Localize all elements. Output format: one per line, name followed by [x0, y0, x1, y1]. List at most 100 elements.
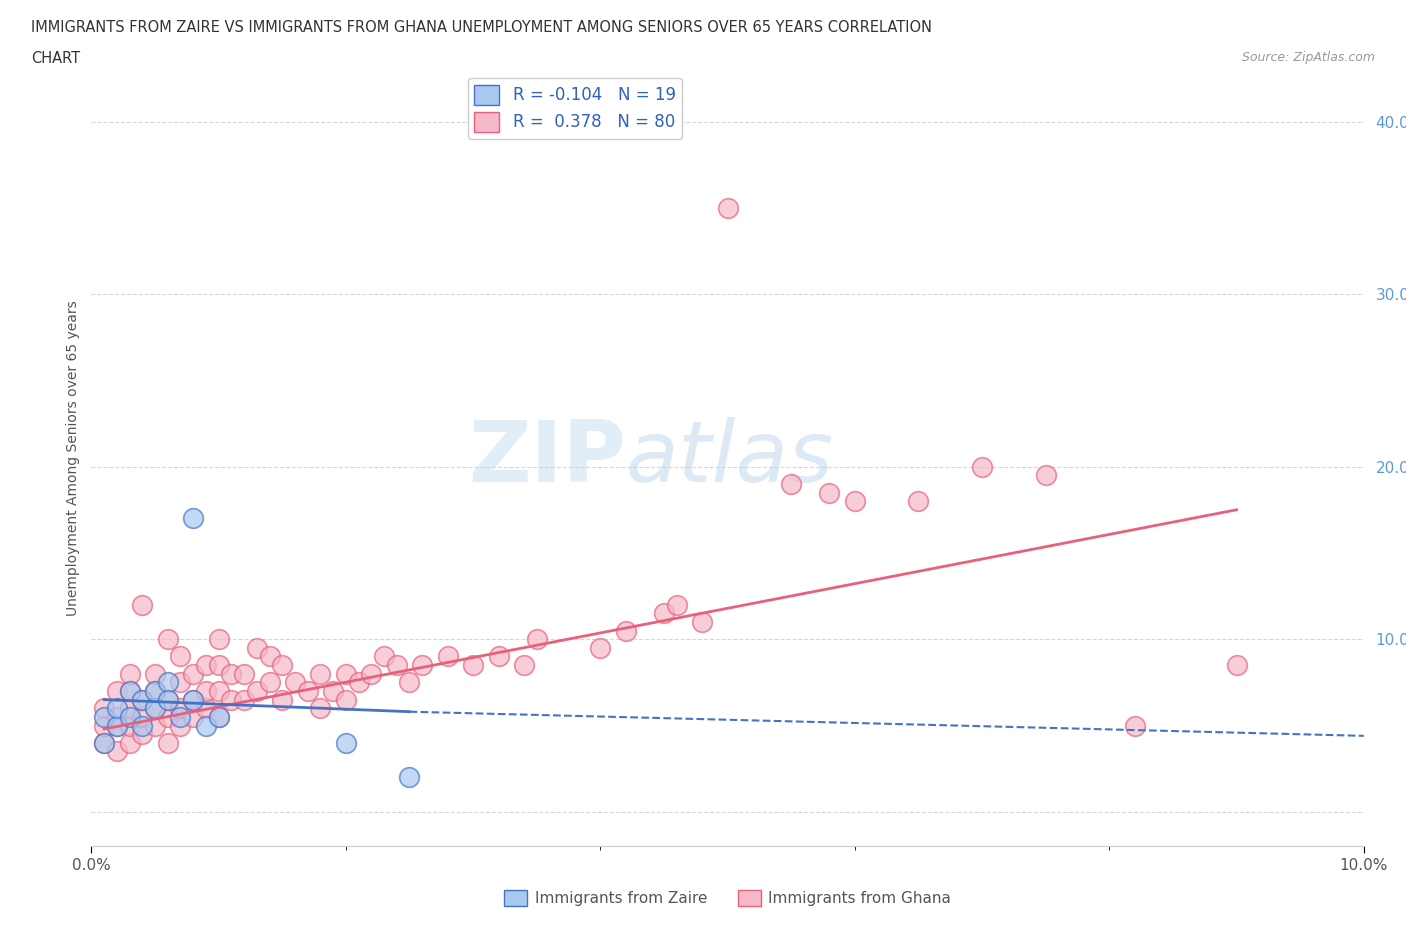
- Point: [118, 718, 141, 733]
- Point: [488, 649, 510, 664]
- Point: [156, 692, 179, 707]
- Point: [143, 701, 166, 716]
- Point: [93, 718, 115, 733]
- Point: [156, 736, 179, 751]
- Point: [105, 718, 128, 733]
- Point: [93, 710, 115, 724]
- Point: [1226, 658, 1249, 672]
- Point: [246, 684, 269, 698]
- Point: [373, 649, 395, 664]
- Point: [271, 658, 294, 672]
- Point: [818, 485, 841, 500]
- Point: [93, 736, 115, 751]
- Point: [131, 726, 153, 741]
- Point: [131, 692, 153, 707]
- Point: [105, 710, 128, 724]
- Point: [398, 675, 420, 690]
- Point: [143, 684, 166, 698]
- Point: [208, 658, 231, 672]
- Point: [208, 710, 231, 724]
- Point: [194, 718, 217, 733]
- Point: [169, 718, 191, 733]
- Point: [284, 675, 307, 690]
- Point: [194, 684, 217, 698]
- Point: [169, 710, 191, 724]
- Point: [169, 675, 191, 690]
- Point: [118, 710, 141, 724]
- Text: ZIP: ZIP: [468, 417, 626, 499]
- Point: [589, 641, 612, 656]
- Point: [194, 701, 217, 716]
- Point: [335, 692, 357, 707]
- Point: [347, 675, 370, 690]
- Point: [652, 606, 675, 621]
- Point: [118, 736, 141, 751]
- Point: [131, 718, 153, 733]
- Point: [309, 666, 332, 681]
- Point: [233, 692, 256, 707]
- Point: [194, 658, 217, 672]
- Point: [131, 692, 153, 707]
- Point: [143, 718, 166, 733]
- Point: [411, 658, 433, 672]
- Point: [233, 666, 256, 681]
- Point: [143, 701, 166, 716]
- Point: [1035, 468, 1057, 483]
- Point: [118, 701, 141, 716]
- Point: [360, 666, 382, 681]
- Text: CHART: CHART: [31, 51, 80, 66]
- Point: [717, 200, 740, 215]
- Point: [271, 692, 294, 707]
- Point: [208, 710, 231, 724]
- Point: [156, 675, 179, 690]
- Point: [208, 684, 231, 698]
- Point: [221, 692, 243, 707]
- Point: [181, 710, 204, 724]
- Point: [105, 718, 128, 733]
- Point: [156, 710, 179, 724]
- Point: [169, 701, 191, 716]
- Point: [461, 658, 484, 672]
- Point: [297, 684, 319, 698]
- Point: [335, 736, 357, 751]
- Point: [907, 494, 929, 509]
- Text: Source: ZipAtlas.com: Source: ZipAtlas.com: [1241, 51, 1375, 64]
- Point: [436, 649, 458, 664]
- Point: [105, 684, 128, 698]
- Text: atlas: atlas: [626, 417, 834, 499]
- Point: [131, 597, 153, 612]
- Legend: Immigrants from Zaire, Immigrants from Ghana: Immigrants from Zaire, Immigrants from G…: [498, 884, 957, 912]
- Point: [970, 459, 993, 474]
- Point: [169, 649, 191, 664]
- Point: [844, 494, 866, 509]
- Point: [526, 631, 548, 646]
- Point: [156, 631, 179, 646]
- Point: [398, 770, 420, 785]
- Point: [322, 684, 344, 698]
- Point: [181, 511, 204, 525]
- Point: [143, 666, 166, 681]
- Point: [93, 701, 115, 716]
- Point: [221, 666, 243, 681]
- Point: [181, 692, 204, 707]
- Point: [513, 658, 536, 672]
- Point: [181, 666, 204, 681]
- Y-axis label: Unemployment Among Seniors over 65 years: Unemployment Among Seniors over 65 years: [66, 300, 80, 616]
- Point: [143, 684, 166, 698]
- Point: [181, 692, 204, 707]
- Point: [105, 701, 128, 716]
- Point: [93, 736, 115, 751]
- Point: [259, 675, 281, 690]
- Text: IMMIGRANTS FROM ZAIRE VS IMMIGRANTS FROM GHANA UNEMPLOYMENT AMONG SENIORS OVER 6: IMMIGRANTS FROM ZAIRE VS IMMIGRANTS FROM…: [31, 20, 932, 35]
- Point: [1123, 718, 1146, 733]
- Point: [665, 597, 688, 612]
- Point: [131, 710, 153, 724]
- Point: [208, 631, 231, 646]
- Point: [309, 701, 332, 716]
- Point: [259, 649, 281, 664]
- Point: [246, 641, 269, 656]
- Point: [780, 476, 803, 491]
- Point: [105, 744, 128, 759]
- Point: [690, 615, 713, 630]
- Point: [156, 692, 179, 707]
